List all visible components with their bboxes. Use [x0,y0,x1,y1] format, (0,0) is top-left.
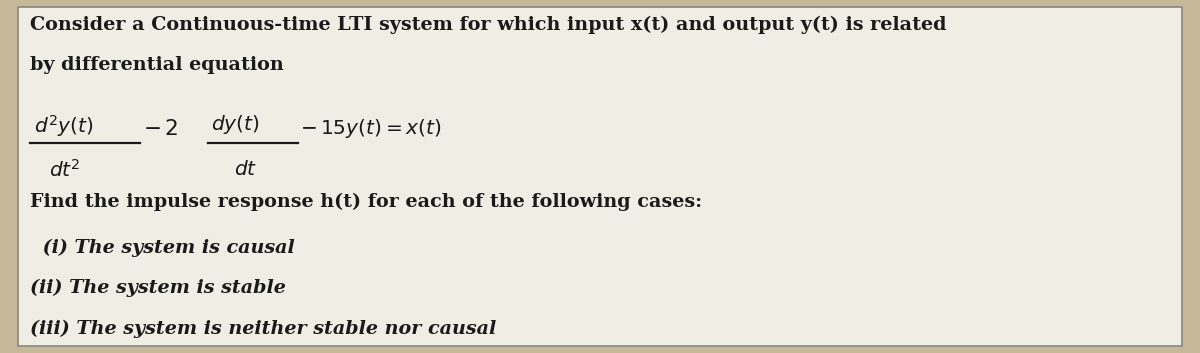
Text: (i) The system is causal: (i) The system is causal [36,238,295,257]
Text: $d^2y(t)$: $d^2y(t)$ [34,113,94,139]
Text: $dt$: $dt$ [234,159,257,179]
Text: by differential equation: by differential equation [30,56,283,74]
FancyBboxPatch shape [18,7,1182,346]
Text: (iii) The system is neither stable nor causal: (iii) The system is neither stable nor c… [30,319,497,338]
Text: Consider a Continuous-time LTI system for which input x(t) and output y(t) is re: Consider a Continuous-time LTI system fo… [30,16,947,34]
Text: (ii) The system is stable: (ii) The system is stable [30,279,286,297]
Text: $-\,15y(t) = x(t)$: $-\,15y(t) = x(t)$ [300,117,442,140]
Text: $-\,2$: $-\,2$ [143,118,178,140]
Text: Find the impulse response h(t) for each of the following cases:: Find the impulse response h(t) for each … [30,192,702,211]
Text: $dy(t)$: $dy(t)$ [211,113,259,136]
Text: $dt^2$: $dt^2$ [49,159,80,181]
